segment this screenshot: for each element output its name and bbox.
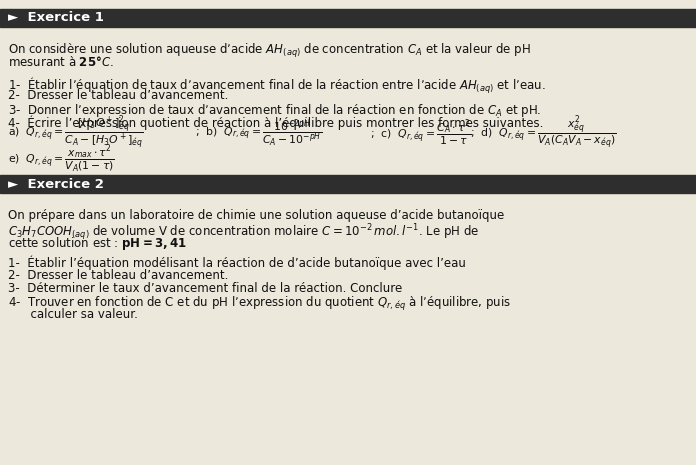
Text: 3-  Déterminer le taux d’avancement final de la réaction. Conclure: 3- Déterminer le taux d’avancement final… (8, 282, 402, 295)
Text: mesurant à $\mathbf{25°\mathit{C}}$.: mesurant à $\mathbf{25°\mathit{C}}$. (8, 55, 114, 69)
Text: On considère une solution aqueuse d’acide $\mathit{AH}_{(aq)}$ de concentration : On considère une solution aqueuse d’acid… (8, 42, 531, 60)
Text: ►  Exercice 2: ► Exercice 2 (8, 178, 104, 191)
Text: calculer sa valeur.: calculer sa valeur. (8, 308, 138, 321)
Text: 2-  Dresser le tableau d’avancement.: 2- Dresser le tableau d’avancement. (8, 269, 228, 282)
Text: 2-  Dresser le tableau d’avancement.: 2- Dresser le tableau d’avancement. (8, 89, 228, 102)
Text: 4-  Écrire l’expression quotient de réaction à l’équilibre puis montrer les form: 4- Écrire l’expression quotient de réact… (8, 115, 544, 129)
Text: ;  b)  $Q_{r,éq} = \dfrac{10^{-2pH}}{C_A - 10^{-pH}}$: ; b) $Q_{r,éq} = \dfrac{10^{-2pH}}{C_A -… (195, 117, 322, 149)
Text: On prépare dans un laboratoire de chimie une solution aqueuse d’acide butanoïque: On prépare dans un laboratoire de chimie… (8, 209, 504, 222)
Text: 1-  Établir l’équation de taux d’avancement final de la réaction entre l’acide $: 1- Établir l’équation de taux d’avanceme… (8, 76, 546, 96)
FancyBboxPatch shape (0, 175, 696, 193)
Text: 4-  Trouver en fonction de C et du pH l’expression du quotient $Q_{r,éq}$ à l’éq: 4- Trouver en fonction de C et du pH l’e… (8, 295, 511, 313)
Text: 1-  Établir l’équation modélisant la réaction de d’acide butanoïque avec l’eau: 1- Établir l’équation modélisant la réac… (8, 256, 466, 271)
Text: ;  c)  $Q_{r,éq} = \dfrac{C_A \cdot \tau^2}{1-\tau}$: ; c) $Q_{r,éq} = \dfrac{C_A \cdot \tau^2… (370, 118, 471, 148)
Text: a)  $Q_{r,éq} = \dfrac{[H_3O^+]_{éq}^{2}}{C_A - [H_3O^+]_{éq}}$: a) $Q_{r,éq} = \dfrac{[H_3O^+]_{éq}^{2}}… (8, 114, 144, 152)
Text: ;  d)  $Q_{r,éq} = \dfrac{x_{éq}^{2}}{V_A(C_A V_A - x_{éq})}$: ; d) $Q_{r,éq} = \dfrac{x_{éq}^{2}}{V_A(… (470, 114, 617, 152)
Text: ►  Exercice 1: ► Exercice 1 (8, 12, 104, 25)
Text: e)  $Q_{r,éq} = \dfrac{x_{max} \cdot \tau^2}{V_A(1-\tau)}$: e) $Q_{r,éq} = \dfrac{x_{max} \cdot \tau… (8, 143, 115, 175)
FancyBboxPatch shape (0, 9, 696, 27)
Text: $C_3H_7COOH_{(aq)}$ de volume V de concentration molaire $\mathit{C} = 10^{-2}\,: $C_3H_7COOH_{(aq)}$ de volume V de conce… (8, 222, 480, 243)
Text: 3-  Donner l’expression de taux d’avancement final de la réaction en fonction de: 3- Donner l’expression de taux d’avancem… (8, 102, 541, 119)
Text: cette solution est : $\mathbf{pH=3,41}$: cette solution est : $\mathbf{pH=3,41}$ (8, 235, 187, 252)
